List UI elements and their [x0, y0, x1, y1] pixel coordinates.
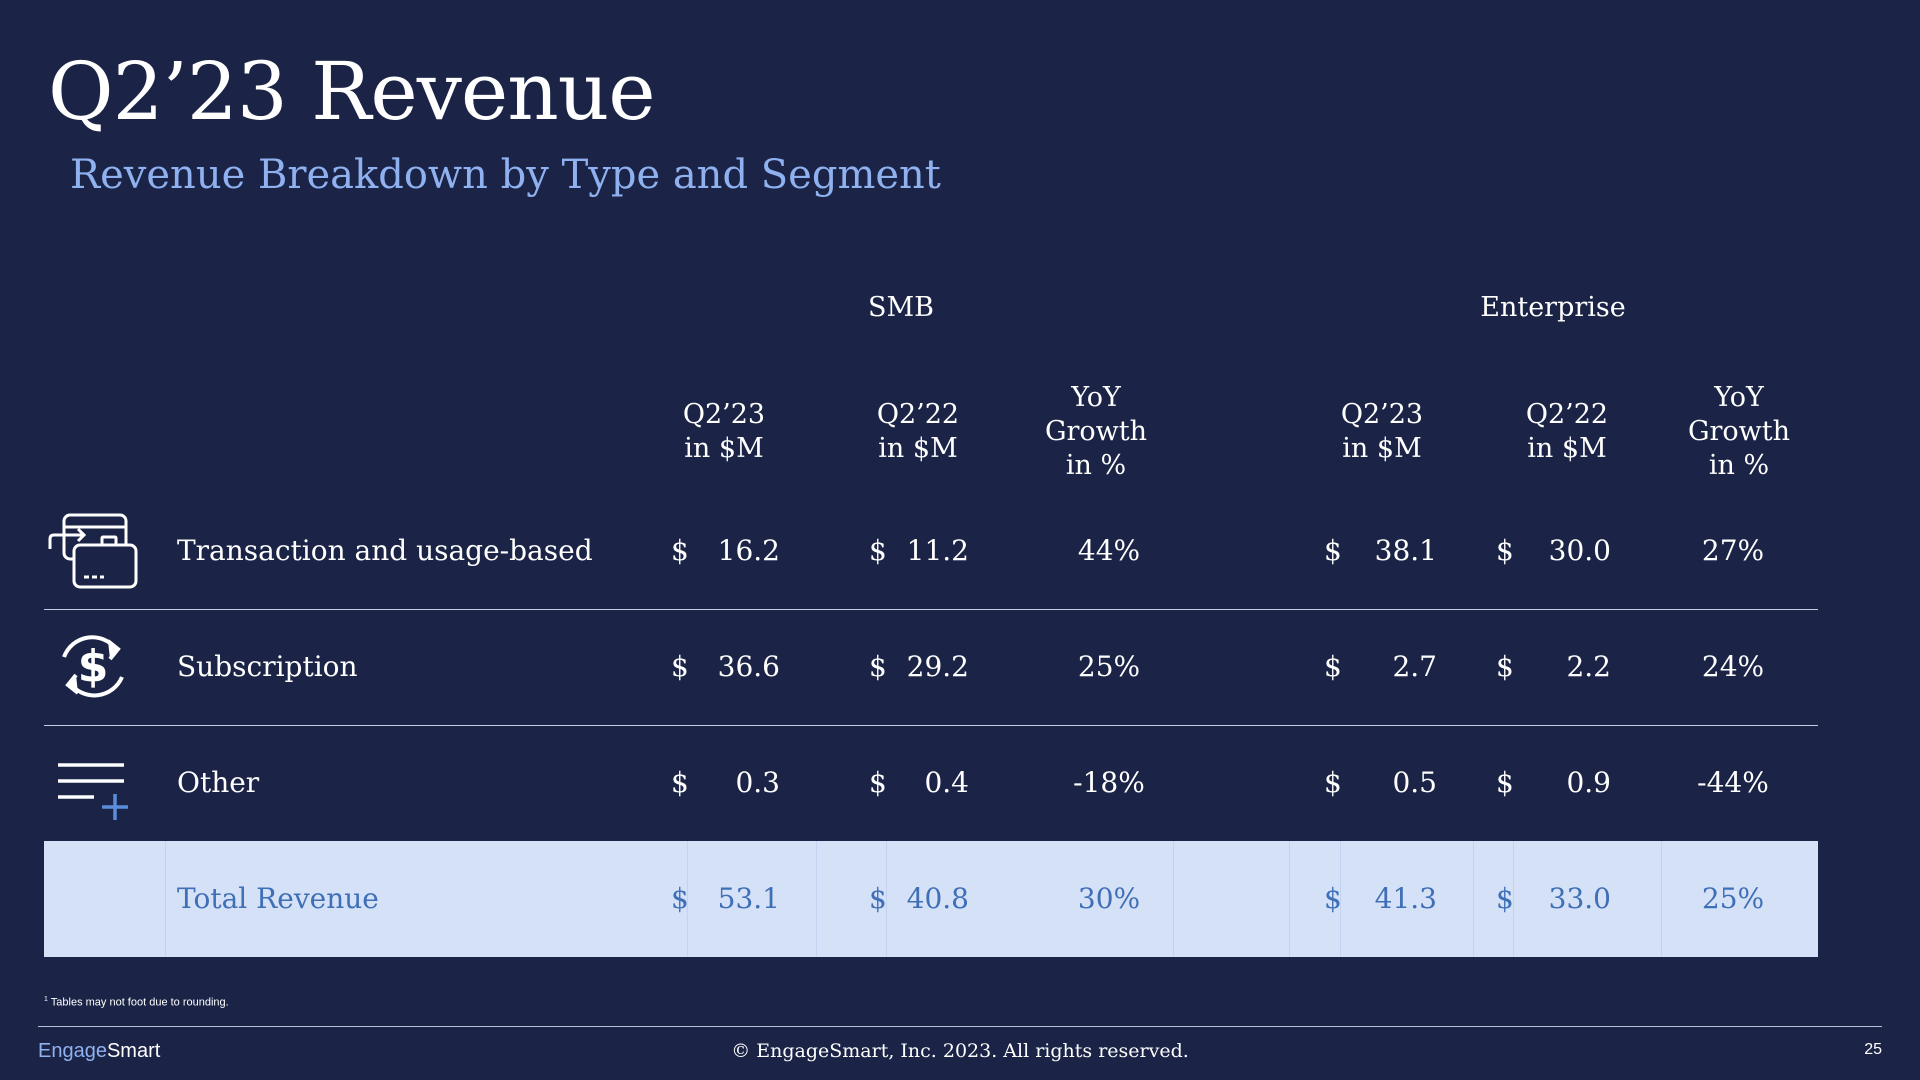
currency-symbol: $: [1324, 650, 1342, 683]
currency-symbol: $: [1496, 650, 1514, 683]
column-header-smb-yoy: YoY Growth in %: [1044, 382, 1148, 481]
ent-q223-value: 41.3: [1374, 882, 1437, 915]
row-label: Subscription: [177, 650, 358, 683]
table-row-other: Other $ 0.3 $ 0.4 -18% $ 0.5 $ 0.9 -44%: [44, 725, 1818, 841]
column-header-smb-q222: Q2’22 in $M: [876, 399, 960, 464]
column-header-ent-q223: Q2’23 in $M: [1340, 399, 1424, 464]
currency-symbol: $: [869, 534, 887, 567]
footer-divider: [38, 1026, 1882, 1027]
column-divider: [1289, 841, 1290, 957]
currency-symbol: $: [1324, 766, 1342, 799]
currency-symbol: $: [869, 882, 887, 915]
column-divider: [816, 841, 817, 957]
currency-symbol: $: [1496, 766, 1514, 799]
ent-q222-value: 0.9: [1566, 766, 1611, 799]
segment-header-smb: SMB: [868, 292, 934, 323]
column-header-ent-q222: Q2’22 in $M: [1525, 399, 1609, 464]
smb-q222-value: 40.8: [906, 882, 969, 915]
page-number: 25: [1864, 1041, 1882, 1058]
column-divider: [1340, 841, 1341, 957]
currency-symbol: $: [1324, 882, 1342, 915]
currency-symbol: $: [1496, 534, 1514, 567]
ent-q222-value: 30.0: [1548, 534, 1611, 567]
column-divider: [1513, 841, 1514, 957]
smb-yoy-value: 44%: [1077, 534, 1141, 567]
company-logo: EngageSmart: [38, 1040, 161, 1062]
column-divider: [886, 841, 887, 957]
currency-symbol: $: [869, 766, 887, 799]
smb-q222-value: 0.4: [924, 766, 969, 799]
smb-q222-value: 29.2: [906, 650, 969, 683]
page-subtitle: Revenue Breakdown by Type and Segment: [70, 152, 941, 198]
smb-yoy-value: 30%: [1077, 882, 1141, 915]
copyright-text: © EngageSmart, Inc. 2023. All rights res…: [731, 1040, 1189, 1062]
smb-q222-value: 11.2: [906, 534, 969, 567]
smb-q223-value: 36.6: [717, 650, 780, 683]
currency-symbol: $: [1324, 534, 1342, 567]
ent-q223-value: 38.1: [1374, 534, 1437, 567]
column-header-ent-yoy: YoY Growth in %: [1687, 382, 1791, 481]
column-divider: [1661, 841, 1662, 957]
currency-symbol: $: [671, 534, 689, 567]
smb-yoy-value: 25%: [1077, 650, 1141, 683]
column-divider: [165, 841, 166, 957]
currency-symbol: $: [869, 650, 887, 683]
currency-symbol: $: [1496, 882, 1514, 915]
row-label: Other: [177, 766, 260, 799]
column-header-smb-q223: Q2’23 in $M: [682, 399, 766, 464]
ent-yoy-value: 25%: [1701, 882, 1765, 915]
table-row-total: Total Revenue $ 53.1 $ 40.8 30% $ 41.3 $…: [44, 841, 1818, 957]
ent-yoy-value: 27%: [1701, 534, 1765, 567]
smb-yoy-value: -18%: [1073, 766, 1145, 799]
ent-yoy-value: 24%: [1701, 650, 1765, 683]
row-label: Total Revenue: [177, 882, 379, 915]
smb-q223-value: 53.1: [717, 882, 780, 915]
ent-q222-value: 33.0: [1548, 882, 1611, 915]
column-divider: [687, 841, 688, 957]
credit-card-transfer-icon: [44, 503, 144, 599]
ent-q223-value: 0.5: [1392, 766, 1437, 799]
table-row-subscription: $ Subscription $ 36.6 $ 29.2 25% $ 2.7 $…: [44, 609, 1818, 726]
smb-q223-value: 0.3: [735, 766, 780, 799]
currency-symbol: $: [671, 766, 689, 799]
list-add-icon: [44, 735, 144, 831]
table-row-transaction: Transaction and usage-based $ 16.2 $ 11.…: [44, 493, 1818, 610]
recurring-dollar-icon: $: [44, 619, 144, 715]
ent-q223-value: 2.7: [1392, 650, 1437, 683]
page-title: Q2’23 Revenue: [48, 45, 656, 138]
ent-q222-value: 2.2: [1566, 650, 1611, 683]
ent-yoy-value: -44%: [1697, 766, 1769, 799]
segment-header-enterprise: Enterprise: [1480, 292, 1626, 323]
column-divider: [1173, 841, 1174, 957]
currency-symbol: $: [671, 882, 689, 915]
column-divider: [1473, 841, 1474, 957]
footnote: 1 Tables may not foot due to rounding.: [44, 996, 229, 1009]
smb-q223-value: 16.2: [717, 534, 780, 567]
svg-text:$: $: [78, 641, 109, 692]
row-label: Transaction and usage-based: [177, 534, 593, 567]
currency-symbol: $: [671, 650, 689, 683]
